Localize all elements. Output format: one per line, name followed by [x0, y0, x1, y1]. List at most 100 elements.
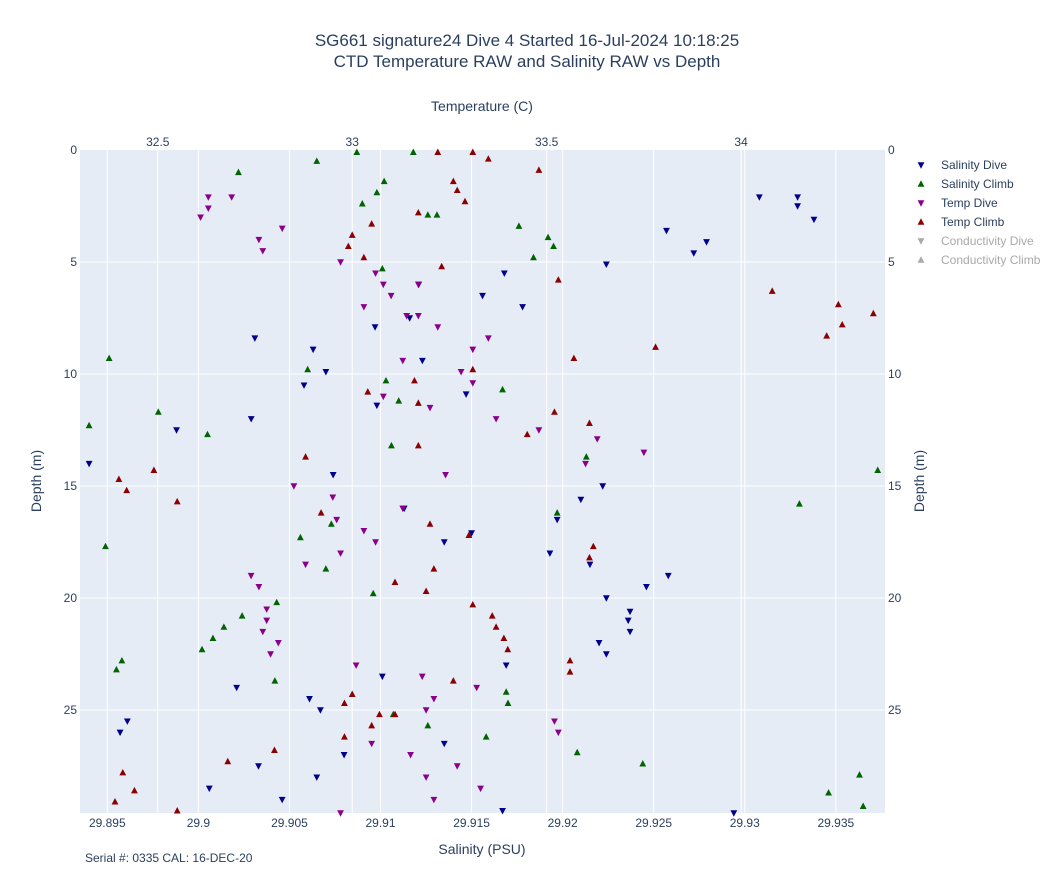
salinity-dive-point [378, 673, 386, 681]
temp-dive-point [360, 528, 368, 535]
temp-dive-point [593, 436, 601, 443]
temp-dive-point [477, 785, 484, 793]
temp-climb-point [341, 699, 348, 706]
temp-dive-point [640, 449, 648, 457]
temp-dive-point [387, 292, 395, 300]
temp-climb-point [570, 354, 578, 362]
temp-dive-point [469, 380, 477, 387]
chart-title-line-1: SG661 signature24 Dive 4 Started 16-Jul-… [315, 31, 739, 50]
salinity-dive-point [553, 516, 561, 524]
salinity-climb-point [273, 598, 281, 606]
temp-dive-point [551, 718, 558, 725]
series-salinity-dive [85, 194, 818, 817]
legend-item-conductivity-climb[interactable]: Conductivity Climb [917, 253, 1041, 267]
salinity-climb-point [639, 759, 647, 767]
legend-item-temp-climb[interactable]: Temp Climb [917, 215, 1005, 229]
temp-climb-point [566, 656, 574, 664]
salinity-dive-point [255, 763, 262, 770]
temp-climb-point [341, 733, 348, 740]
salinity-climb-point [204, 430, 211, 438]
temp-climb-point [434, 148, 442, 155]
legend-label-conductivity-dive: Conductivity Dive [941, 234, 1034, 248]
temp-climb-point [348, 231, 356, 238]
salinity-climb-point [271, 677, 279, 684]
temp-climb-point [535, 166, 543, 173]
temp-dive-point [228, 194, 236, 201]
temp-climb-point [469, 148, 477, 155]
temp-dive-point [255, 236, 263, 244]
temp-climb-point [488, 612, 496, 619]
temp-climb-point [484, 155, 492, 162]
legend-item-salinity-dive[interactable]: Salinity Dive [917, 158, 1008, 172]
legend-label-temp-climb: Temp Climb [941, 215, 1005, 229]
salinity-climb-point [198, 645, 206, 653]
salinity-dive-point [577, 496, 585, 504]
temp-climb-point [317, 509, 325, 516]
legend-label-conductivity-climb: Conductivity Climb [941, 253, 1041, 267]
temp-dive-point [259, 628, 267, 636]
temp-climb-point [123, 486, 131, 494]
series-temp-climb [111, 148, 877, 814]
legend-marker-conductivity-dive [917, 238, 925, 245]
salinity-climb-point [154, 408, 162, 415]
salinity-dive-point [322, 369, 330, 376]
temp-dive-point [582, 460, 589, 468]
y-tick-label-left: 15 [64, 479, 78, 493]
legend-marker-temp-climb [917, 218, 925, 225]
salinity-tick-label: 29.905 [271, 816, 308, 830]
salinity-tick-label: 29.9 [187, 816, 211, 830]
serial-cal-footer: Serial #: 0335 CAL: 16-DEC-20 [85, 851, 253, 865]
temp-climb-point [492, 623, 500, 630]
axis-ticks: 0 0 5 5 10 10 15 15 20 20 25 25 29.895 29.9 29.905 29.9… [64, 135, 902, 830]
temp-dive-point [263, 606, 271, 613]
y-tick-label-right: 15 [888, 479, 902, 493]
legend-item-conductivity-dive[interactable]: Conductivity Dive [917, 234, 1034, 248]
temp-climb-point [504, 645, 512, 653]
salinity-climb-point [553, 509, 561, 516]
salinity-climb-point [409, 148, 417, 155]
temp-dive-point [403, 313, 411, 320]
temp-dive-point [255, 584, 263, 591]
salinity-climb-point [322, 565, 330, 572]
salinity-climb-point [550, 242, 557, 250]
temp-dive-point [204, 205, 212, 212]
temp-climb-point [430, 565, 438, 572]
temp-climb-point [414, 208, 422, 216]
temp-climb-point [224, 757, 232, 765]
salinity-dive-point [205, 785, 213, 793]
temp-dive-point [457, 369, 465, 376]
chart-title-group: SG661 signature24 Dive 4 Started 16-Jul-… [315, 31, 739, 71]
temp-climb-point [523, 430, 531, 438]
data-markers [85, 148, 882, 817]
legend: Salinity Dive Salinity Climb Temp Dive Temp… [917, 158, 1041, 267]
temp-climb-point [589, 542, 597, 550]
temp-dive-point [422, 707, 430, 714]
salinity-climb-point [327, 520, 335, 527]
legend-marker-conductivity-climb [917, 256, 925, 263]
salinity-dive-point [313, 774, 321, 781]
salinity-climb-point [238, 612, 246, 619]
temp-dive-point [247, 572, 255, 580]
salinity-climb-point [395, 397, 403, 404]
right-axis-title: Depth (m) [911, 450, 927, 512]
legend-item-salinity-climb[interactable]: Salinity Climb [917, 177, 1014, 191]
salinity-climb-point [499, 385, 506, 393]
temp-dive-point [379, 281, 387, 289]
salinity-dive-point [690, 250, 698, 257]
salinity-dive-point [794, 203, 801, 210]
salinity-climb-point [118, 656, 126, 664]
salinity-dive-point [599, 483, 607, 490]
temp-climb-point [554, 276, 562, 283]
temp-dive-point [372, 270, 379, 277]
temp-dive-point [263, 617, 271, 625]
salinity-dive-point [626, 608, 634, 616]
legend-item-temp-dive[interactable]: Temp Dive [917, 196, 998, 210]
temp-climb-point [823, 332, 831, 339]
temp-dive-point [197, 214, 204, 221]
temp-dive-point [337, 550, 344, 557]
salinity-climb-point [544, 233, 552, 241]
salinity-dive-point [317, 707, 324, 714]
salinity-dive-point [233, 684, 241, 692]
temp-dive-point [290, 483, 298, 490]
